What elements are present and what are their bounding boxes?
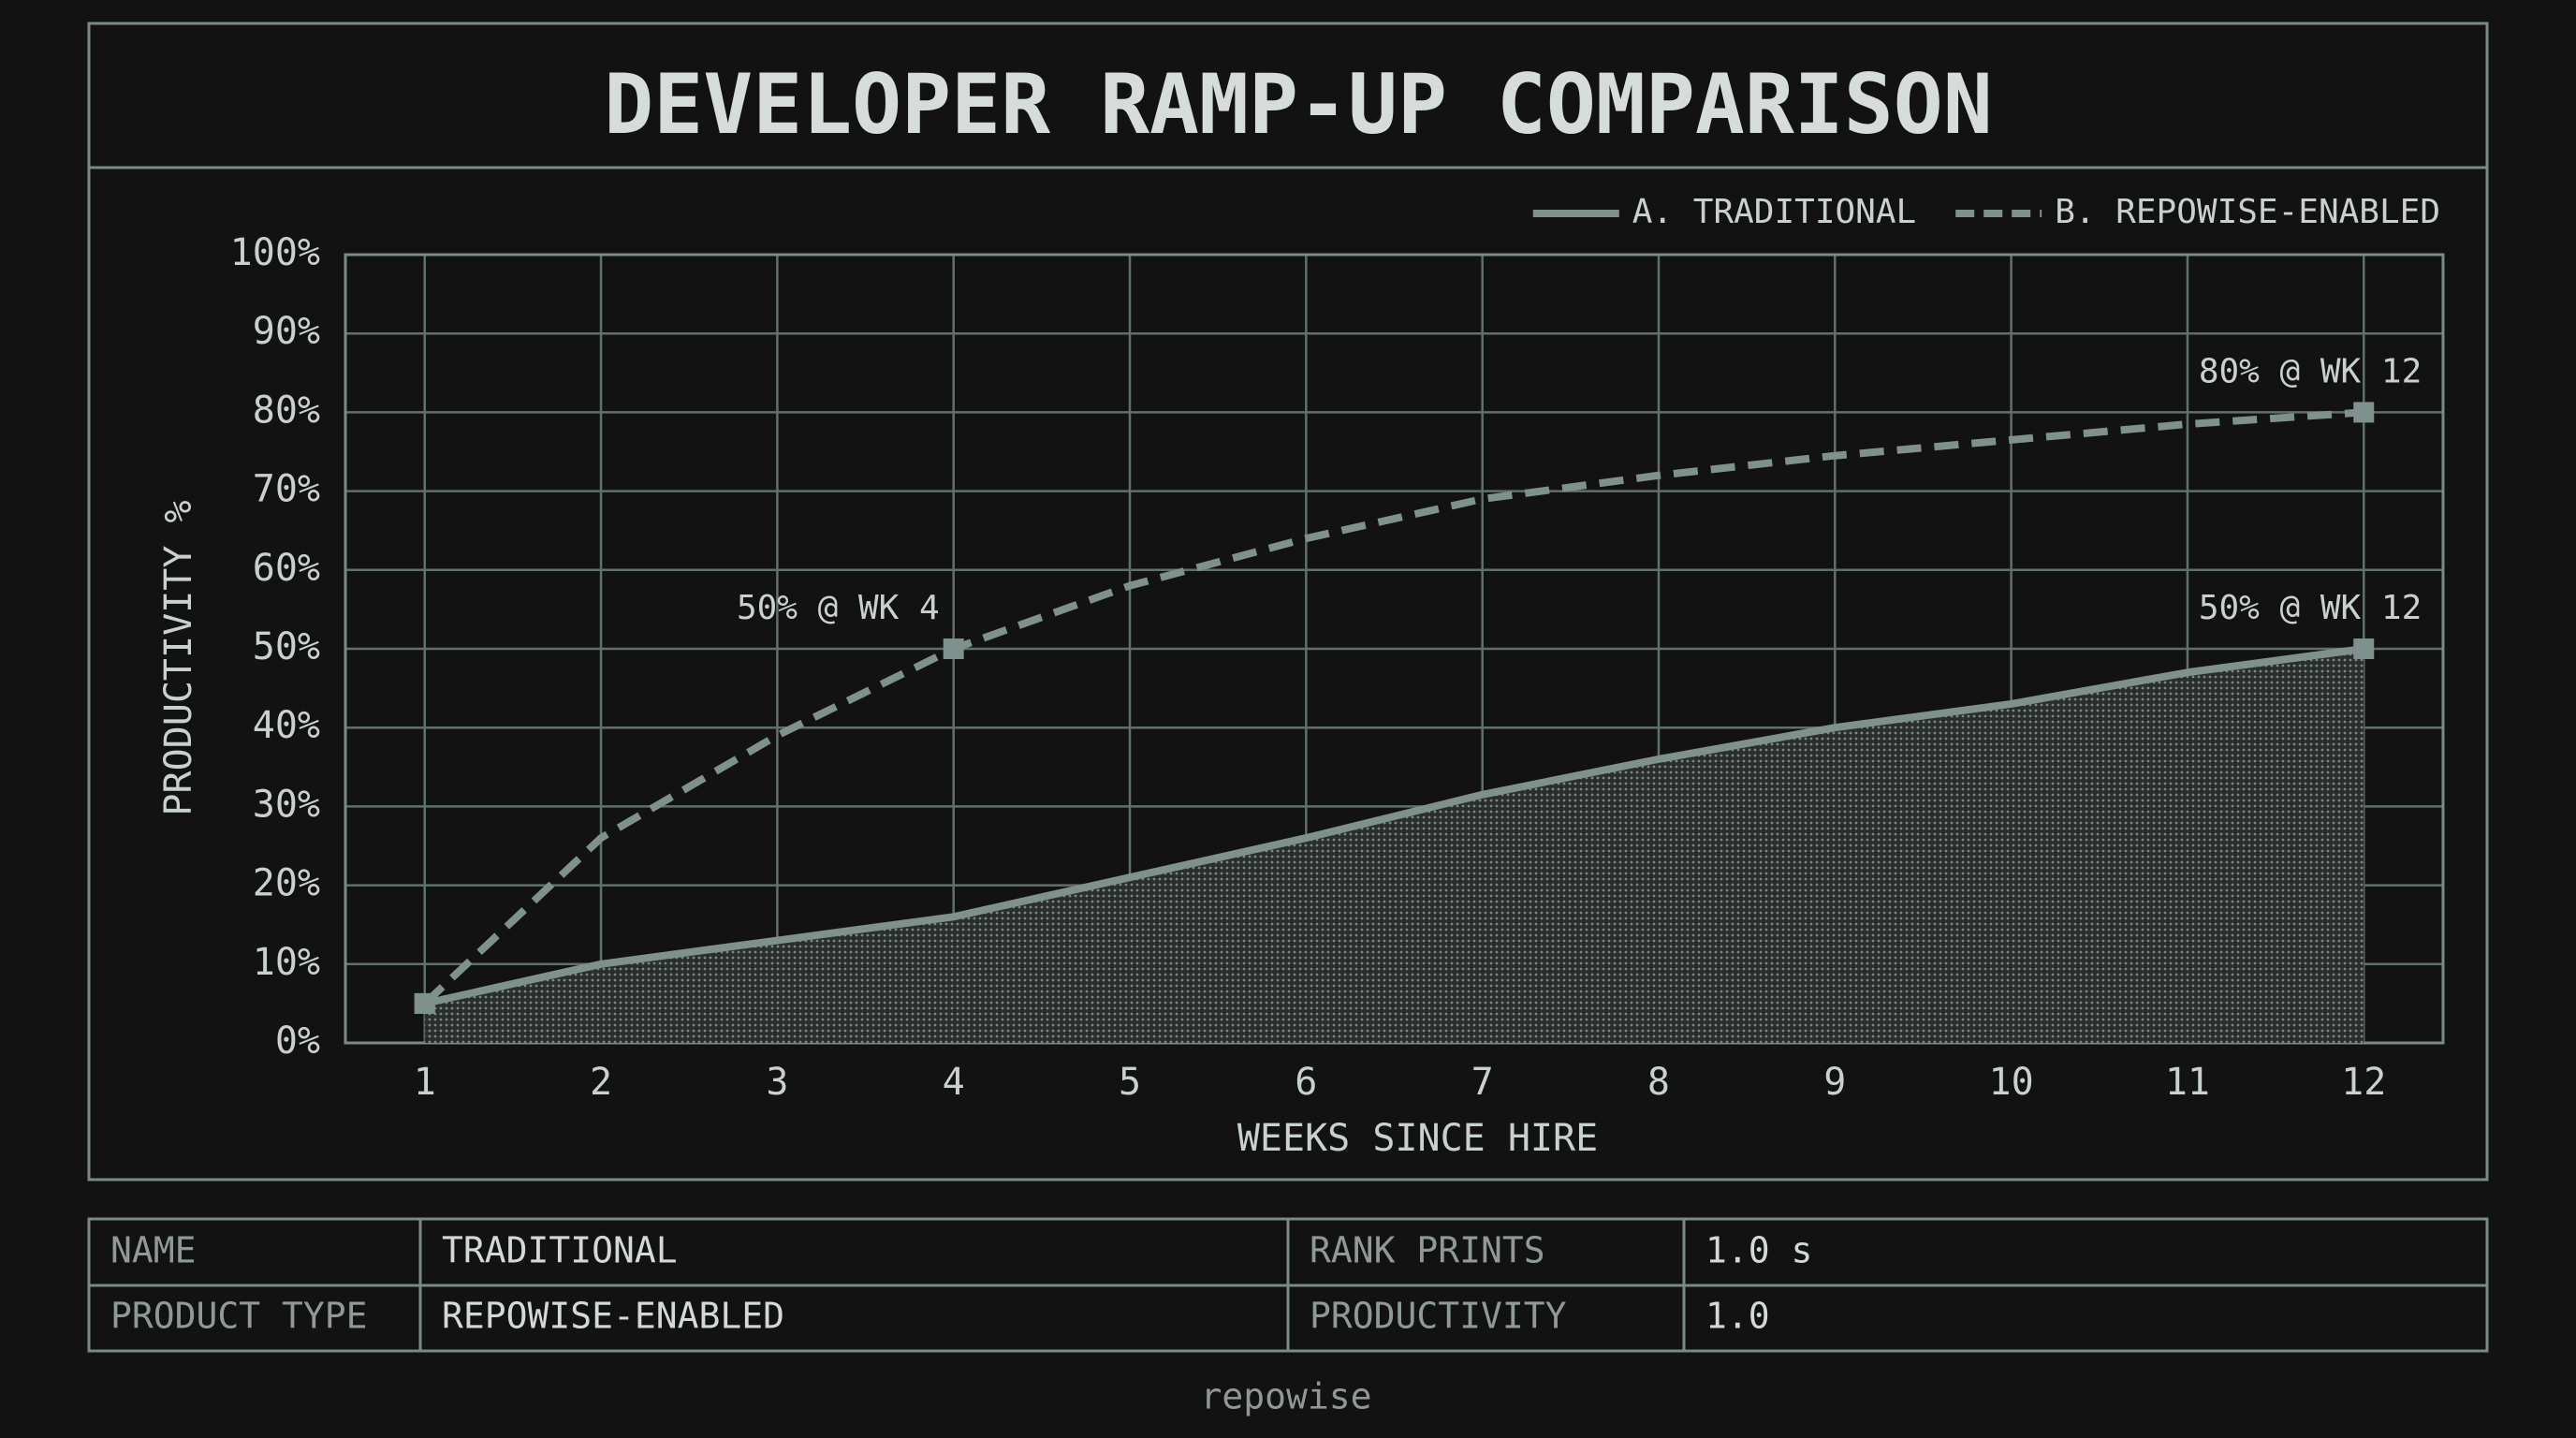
point-marker <box>414 992 435 1014</box>
x-tick-label: 3 <box>766 1061 788 1104</box>
table-cell: 1.0 <box>1705 1296 1770 1337</box>
y-tick-label: 70% <box>253 468 320 511</box>
y-tick-label: 80% <box>253 389 320 432</box>
line <box>422 408 2364 1006</box>
y-tick-label: 100% <box>230 231 320 274</box>
chart-title: DEVELOPER RAMP-UP COMPARISON <box>604 56 1992 153</box>
table-cell: TRADITIONAL <box>442 1230 678 1271</box>
y-tick-label: 40% <box>253 704 320 747</box>
table-cell: REPOWISE-ENABLED <box>442 1296 784 1337</box>
annotation: 50% @ WK 4 <box>737 589 940 627</box>
x-tick-label: 12 <box>2341 1061 2386 1104</box>
table-cell: PRODUCT TYPE <box>110 1296 368 1337</box>
y-tick-label: 0% <box>275 1020 320 1063</box>
x-tick-label: 2 <box>590 1061 612 1104</box>
annotation: 80% @ WK 12 <box>2199 352 2422 390</box>
point-marker <box>943 638 964 659</box>
y-tick-label: 20% <box>253 862 320 905</box>
legend-label: A. TRADITIONAL <box>1632 193 1916 231</box>
footer: repowise <box>1200 1376 1371 1417</box>
y-tick-label: 30% <box>253 783 320 826</box>
y-tick-label: 60% <box>253 547 320 590</box>
x-tick-label: 9 <box>1823 1061 1846 1104</box>
x-tick-label: 10 <box>1989 1061 2034 1104</box>
legend-label: B. REPOWISE-ENABLED <box>2055 193 2440 231</box>
area <box>424 649 2364 1043</box>
point-marker <box>2353 402 2375 423</box>
y-tick-label: 50% <box>253 625 320 668</box>
line <box>423 645 2364 1007</box>
y-tick-label: 90% <box>253 310 320 353</box>
chart-frame <box>87 22 2489 1181</box>
table-cell: RANK PRINTS <box>1310 1230 1545 1271</box>
table-cell: PRODUCTIVITY <box>1310 1296 1567 1337</box>
x-tick-label: 8 <box>1647 1061 1670 1104</box>
x-tick-label: 6 <box>1295 1061 1317 1104</box>
x-tick-label: 1 <box>414 1061 436 1104</box>
annotation: 50% @ WK 12 <box>2199 589 2422 627</box>
x-tick-label: 4 <box>943 1061 965 1104</box>
x-axis-label: WEEKS SINCE HIRE <box>1237 1117 1598 1160</box>
table-cell: 1.0 s <box>1705 1230 1812 1271</box>
point-marker <box>2353 638 2375 659</box>
x-tick-label: 7 <box>1471 1061 1494 1104</box>
x-tick-label: 11 <box>2165 1061 2210 1104</box>
table-cell: NAME <box>110 1230 197 1271</box>
y-axis-label: PRODUCTIVITY % <box>157 500 200 815</box>
y-tick-label: 10% <box>253 941 320 984</box>
x-tick-label: 5 <box>1119 1061 1141 1104</box>
table: NAME TRADITIONAL RANK PRINTS 1.0 s PRODUCT T… <box>87 1217 2489 1353</box>
